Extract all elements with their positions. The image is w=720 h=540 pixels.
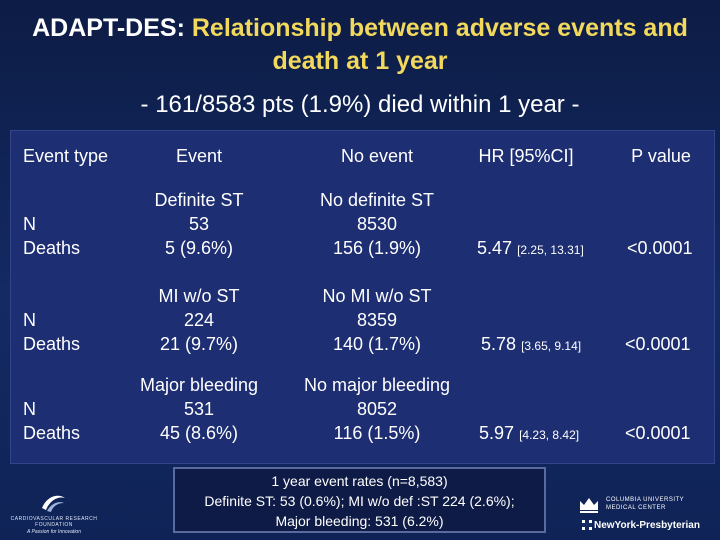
no-event-deaths: 156 (1.9%) [332, 238, 422, 258]
hr-ci: [4.23, 8.42] [519, 428, 580, 442]
hr-value: 5.78 [481, 334, 517, 354]
no-event-n: 8052 [356, 399, 398, 419]
header-no-event: No event [340, 146, 414, 166]
hr-value: 5.47 [477, 238, 513, 258]
crf-swoosh-icon [42, 495, 65, 512]
event-n: 53 [188, 214, 210, 234]
nyp-mark-icon [582, 520, 592, 530]
event-deaths: 5 (9.6%) [164, 238, 234, 258]
footnote-line: Definite ST: 53 (0.6%); MI w/o def :ST 2… [204, 493, 515, 509]
row-label-deaths: Deaths [23, 423, 81, 443]
row-label-n: N [23, 214, 36, 234]
event-n: 531 [183, 399, 215, 419]
title-rest: Relationship between adverse events and … [191, 14, 688, 75]
no-event-name: No major bleeding [303, 375, 451, 395]
hr-value: 5.97 [479, 423, 515, 443]
footnote-line: 1 year event rates (n=8,583) [271, 473, 448, 489]
row-label-deaths: Deaths [23, 238, 81, 258]
hazard-ratio: 5.97 [4.23, 8.42] [479, 421, 579, 447]
footnote-line: Major bleeding: 531 (6.2%) [275, 513, 444, 529]
title-lead: ADAPT-DES: [32, 14, 185, 42]
row-label-n: N [23, 399, 36, 419]
crown-icon [580, 498, 598, 513]
results-table: Event type Event No event HR [95%CI] P v… [10, 130, 715, 464]
hr-ci: [3.65, 9.14] [521, 339, 582, 353]
slide-title: ADAPT-DES: Relationship between adverse … [0, 12, 720, 78]
columbia-logo-subtext: MEDICAL CENTER [606, 505, 666, 511]
columbia-logo-text: COLUMBIA UNIVERSITY [606, 497, 685, 503]
crf-logo-text: CARDIOVASCULAR RESEARCH FOUNDATION [10, 516, 98, 528]
slide-subtitle: - 161/8583 pts (1.9%) died within 1 year… [140, 91, 580, 118]
header-event: Event [175, 146, 223, 166]
event-n: 224 [183, 310, 215, 330]
header-p-value: P value [631, 146, 691, 166]
nyp-logo-text: NewYork-Presbyterian [594, 520, 700, 531]
event-name: Definite ST [154, 190, 244, 210]
columbia-nyp-logo: COLUMBIA UNIVERSITY MEDICAL CENTER NewYo… [578, 494, 718, 538]
hazard-ratio: 5.47 [2.25, 13.31] [477, 236, 584, 262]
header-hr: HR [95%CI] [478, 146, 574, 166]
hr-ci: [2.25, 13.31] [517, 243, 584, 257]
p-value: <0.0001 [627, 238, 693, 258]
row-label-deaths: Deaths [23, 334, 81, 354]
event-name: Major bleeding [139, 375, 259, 395]
event-deaths: 45 (8.6%) [159, 423, 239, 443]
no-event-name: No MI w/o ST [322, 286, 432, 306]
event-rates-footnote: 1 year event rates (n=8,583) Definite ST… [173, 467, 546, 533]
crf-logo: CARDIOVASCULAR RESEARCH FOUNDATION A Pas… [8, 492, 158, 536]
no-event-n: 8530 [356, 214, 398, 234]
no-event-deaths: 116 (1.5%) [333, 423, 421, 443]
p-value: <0.0001 [625, 423, 691, 443]
no-event-n: 8359 [356, 310, 398, 330]
hazard-ratio: 5.78 [3.65, 9.14] [481, 332, 581, 358]
no-event-name: No definite ST [319, 190, 435, 210]
header-event-type: Event type [23, 146, 109, 166]
row-label-n: N [23, 310, 36, 330]
event-name: MI w/o ST [158, 286, 240, 306]
event-deaths: 21 (9.7%) [159, 334, 239, 354]
no-event-deaths: 140 (1.7%) [332, 334, 422, 354]
crf-logo-tagline: A Passion for Innovation [26, 529, 81, 535]
p-value: <0.0001 [625, 334, 691, 354]
